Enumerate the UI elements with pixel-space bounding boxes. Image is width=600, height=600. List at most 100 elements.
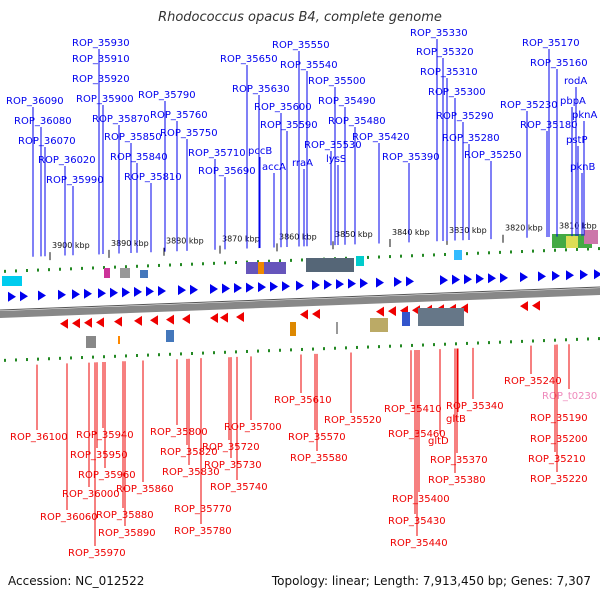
track-dot [587,337,589,341]
track-dot [268,259,270,263]
reverse-gene-label: ROP_35830 [162,467,220,478]
forward-gene-arrow [324,279,332,290]
reverse-gene-label: ROP_35700 [224,422,282,433]
track-dot [158,353,160,357]
track-dot [37,268,39,272]
track-dot [576,337,578,341]
gene-feature-box [336,322,338,334]
track-dot [543,339,545,343]
forward-gene-label: ROP_35290 [436,111,494,122]
gene-feature-box [246,262,286,274]
track-dot [521,250,523,254]
track-dot [565,338,567,342]
reverse-gene-label: ROP_35440 [390,538,448,549]
forward-gene-arrow [360,278,368,289]
reverse-gene-label: ROP_35400 [392,494,450,505]
forward-gene-arrow [296,280,304,291]
track-dot [312,347,314,351]
forward-gene-arrow [258,282,266,293]
forward-gene-label: ROP_35540 [280,60,338,71]
track-dot [543,249,545,253]
track-dot [92,355,94,359]
forward-gene-label: ROP_35480 [328,116,386,127]
track-dot [400,254,402,258]
reverse-gene-arrow [114,316,122,327]
tick-label: 3880 kbp [166,237,204,246]
reverse-gene-label: ROP_36060 [40,512,98,523]
forward-gene-label: pknB [570,162,595,173]
forward-gene-arrow [520,272,528,283]
tick-label: 3890 kbp [111,239,149,248]
tick-label: 3860 kbp [279,232,317,241]
forward-gene-arrow [134,286,142,297]
tick-label: 3900 kbp [52,241,90,250]
genome-backbone-edge [0,286,600,311]
forward-gene-arrow [84,288,92,299]
forward-gene-label: ROP_35850 [104,132,162,143]
track-dot [59,267,61,271]
track-dot [488,341,490,345]
forward-gene-label: ROP_35910 [72,54,130,65]
forward-gene-label: ROP_35790 [138,90,196,101]
forward-gene-label: ROP_36020 [38,155,96,166]
track-dot [455,342,457,346]
track-dot [92,266,94,270]
forward-gene-label: ROP_35710 [188,148,246,159]
forward-gene-label: pknA [572,110,597,121]
track-dot [466,341,468,345]
track-dot [202,351,204,355]
forward-gene-arrow [406,276,414,287]
reverse-gene-label: ROP_35730 [204,460,262,471]
gene-feature-box [566,236,578,248]
forward-gene-arrow [336,279,344,290]
forward-gene-arrow [210,283,218,294]
genome-title: Rhodococcus opacus B4, complete genome [158,10,442,25]
track-dot [191,262,193,266]
gene-feature-box [306,258,354,272]
track-dot [433,343,435,347]
track-dot [191,351,193,355]
track-dot [180,263,182,267]
forward-gene-arrow [348,278,356,289]
track-dot [411,254,413,258]
track-dot [213,261,215,265]
forward-gene-label: ROP_35930 [72,38,130,49]
gene-feature-box [104,268,110,278]
track-dot [180,352,182,356]
track-dot [345,346,347,350]
forward-gene-label: ROP_35750 [160,128,218,139]
track-dot [268,349,270,353]
track-dot [477,251,479,255]
track-dot [323,347,325,351]
reverse-gene-label: gltB [446,414,466,425]
forward-gene-arrow [282,281,290,292]
forward-gene-arrow [158,285,166,296]
gene-feature-box [418,308,464,326]
forward-gene-arrow [552,270,560,281]
forward-gene-label: rodA [564,76,587,87]
forward-gene-arrow [394,276,402,287]
track-dot [444,252,446,256]
track-dot [356,345,358,349]
forward-gene-label: ROP_35810 [124,172,182,183]
track-dot [246,349,248,353]
track-dot [554,248,556,252]
track-dot [213,351,215,355]
track-dot [510,340,512,344]
reverse-gene-label: ROP_35780 [174,526,232,537]
track-dot [499,250,501,254]
track-dot [15,269,17,273]
forward-gene-label: ROP_35630 [232,84,290,95]
reverse-gene-label: ROP_36100 [10,432,68,443]
track-dot [158,263,160,267]
track-dot [4,269,6,273]
track-dot [411,343,413,347]
gene-feature-box [454,250,462,260]
forward-gene-label: ROP_35870 [92,114,150,125]
forward-gene-label: ROP_35230 [500,100,558,111]
accession-text: Accession: NC_012522 [8,574,145,588]
track-dot [488,251,490,255]
track-dot [499,340,501,344]
reverse-gene-label: ROP_35220 [530,474,588,485]
